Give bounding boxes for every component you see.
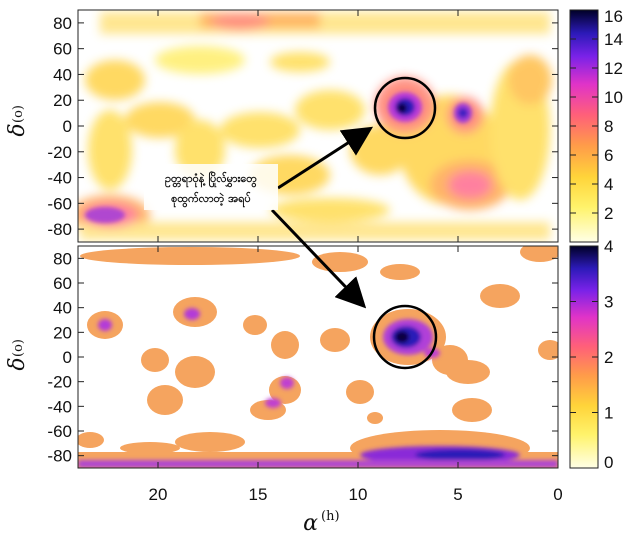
svg-text:(o): (o) bbox=[11, 339, 26, 357]
y-tick-label: -60 bbox=[47, 422, 72, 441]
bottom-colorbar: 0 1 2 3 4 bbox=[569, 237, 613, 472]
y-tick-label: -60 bbox=[47, 194, 72, 213]
y-label-bottom: δ (o) bbox=[5, 339, 30, 371]
x-tick-label: 0 bbox=[553, 485, 562, 504]
y-tick-label: -40 bbox=[47, 397, 72, 416]
svg-text:δ: δ bbox=[5, 357, 30, 370]
x-tick-label: 15 bbox=[249, 485, 268, 504]
colorbar-tick-label: 1 bbox=[604, 404, 613, 423]
colorbar-tick-label: 2 bbox=[604, 204, 613, 223]
colorbar-tick-label: 4 bbox=[604, 237, 613, 256]
y-tick-label: 80 bbox=[53, 14, 72, 33]
y-tick-label: 40 bbox=[53, 299, 72, 318]
y-tick-label: 0 bbox=[63, 348, 72, 367]
x-tick-label: 20 bbox=[149, 485, 168, 504]
y-tick-label: -80 bbox=[47, 447, 72, 466]
colorbar-tick-label: 8 bbox=[604, 117, 613, 136]
colorbar-tick-label: 2 bbox=[604, 348, 613, 367]
y-label-top: δ (o) bbox=[5, 105, 30, 137]
y-tick-label: -40 bbox=[47, 169, 72, 188]
highlight-circle-top bbox=[373, 76, 437, 140]
svg-text:α: α bbox=[303, 511, 318, 536]
colorbar-tick-label: 3 bbox=[604, 293, 613, 312]
y-tick-label: 40 bbox=[53, 65, 72, 84]
y-tick-label: 60 bbox=[53, 40, 72, 59]
colorbar-tick-label: 14 bbox=[604, 30, 623, 49]
annotation-line-1: ဥတ္တရာဝုံနဲ့ ပြိုလ်မွှားတွေ bbox=[164, 170, 258, 188]
highlight-circle-bottom bbox=[372, 304, 438, 370]
colorbar-tick-label: 0 bbox=[604, 453, 613, 472]
svg-text:(o): (o) bbox=[11, 105, 26, 123]
y-tick-label: -80 bbox=[47, 220, 72, 239]
top-panel bbox=[77, 9, 559, 243]
annotation-line-2: စုထွက်လာတဲ့ အရပ် bbox=[171, 191, 251, 208]
x-ticks: 20 15 10 5 0 bbox=[149, 10, 563, 504]
x-tick-label: 5 bbox=[453, 485, 462, 504]
bottom-panel bbox=[77, 245, 559, 469]
y-tick-label: 80 bbox=[53, 249, 72, 268]
y-tick-label: 0 bbox=[63, 117, 72, 136]
annotation-overlay: ဥတ္တရာဝုံနဲ့ ပြိုလ်မွှားတွေ စုထွက်လာတဲ့ … bbox=[144, 76, 438, 370]
y-tick-label: -20 bbox=[47, 143, 72, 162]
y-tick-label: -20 bbox=[47, 373, 72, 392]
x-label: α (h) bbox=[303, 509, 339, 536]
svg-text:(h): (h) bbox=[321, 509, 340, 524]
arrow-to-bottom bbox=[270, 208, 367, 309]
arrow-to-top bbox=[277, 126, 374, 190]
top-colorbar: 2 4 6 8 10 12 14 16 bbox=[569, 7, 623, 243]
x-tick-label: 10 bbox=[349, 485, 368, 504]
y-tick-label: 60 bbox=[53, 274, 72, 293]
colorbar-tick-label: 4 bbox=[604, 175, 613, 194]
colorbar-tick-label: 10 bbox=[604, 88, 623, 107]
top-heatmap bbox=[78, 12, 552, 240]
colorbar-tick-label: 16 bbox=[604, 7, 623, 26]
bottom-y-ticks: 80 60 40 20 0 -20 -40 -60 -80 bbox=[47, 249, 558, 466]
top-y-ticks: 80 60 40 20 0 -20 -40 -60 -80 bbox=[47, 14, 558, 239]
colorbar-tick-label: 12 bbox=[604, 59, 623, 78]
colorbar-tick-label: 6 bbox=[604, 146, 613, 165]
y-tick-label: 20 bbox=[53, 91, 72, 110]
y-tick-label: 20 bbox=[53, 323, 72, 342]
svg-text:δ: δ bbox=[5, 123, 30, 136]
